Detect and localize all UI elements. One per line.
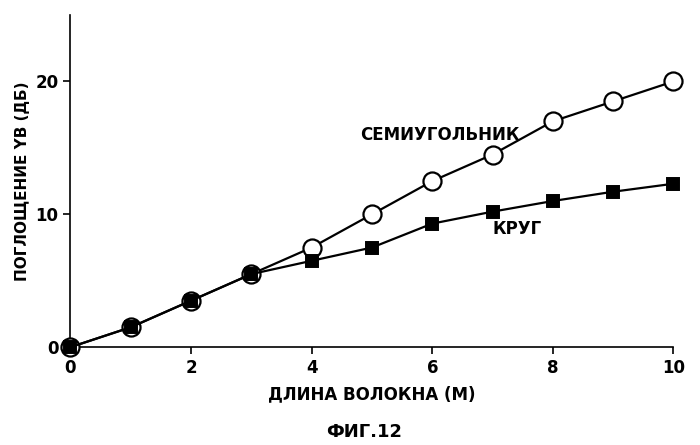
Text: КРУГ: КРУГ [493,220,542,238]
X-axis label: ДЛИНА ВОЛОКНА (М): ДЛИНА ВОЛОКНА (М) [268,385,476,403]
Text: СЕМИУГОЛЬНИК: СЕМИУГОЛЬНИК [360,126,519,144]
Text: ФИГ.12: ФИГ.12 [326,423,402,441]
Y-axis label: ПОГЛОЩЕНИЕ YВ (ДБ): ПОГЛОЩЕНИЕ YВ (ДБ) [15,81,30,281]
